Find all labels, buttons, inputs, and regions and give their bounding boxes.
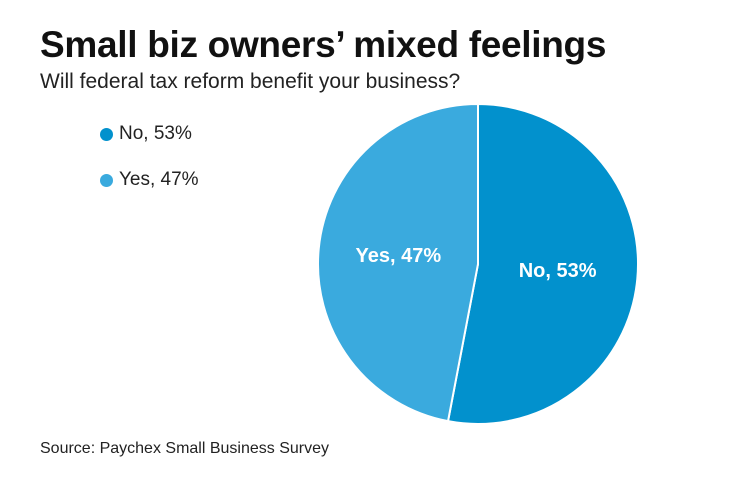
pie-label-no: No, 53%: [519, 260, 597, 282]
pie-label-yes: Yes, 47%: [356, 245, 442, 267]
legend-label-yes: Yes, 47%: [119, 169, 199, 190]
chart-title: Small biz owners’ mixed feelings: [40, 24, 607, 65]
legend: No, 53% Yes, 47%: [100, 122, 199, 214]
legend-label-no: No, 53%: [119, 123, 192, 144]
legend-item-no: No, 53%: [100, 122, 199, 146]
chart-subtitle: Will federal tax reform benefit your bus…: [40, 70, 461, 93]
pie-slice-yes: [317, 102, 479, 423]
legend-swatch-yes: [100, 173, 113, 187]
legend-swatch-no: [100, 127, 113, 141]
source-note: Source: Paychex Small Business Survey: [40, 440, 330, 457]
pie-slice-no: [446, 102, 639, 425]
legend-item-yes: Yes, 47%: [100, 168, 199, 192]
